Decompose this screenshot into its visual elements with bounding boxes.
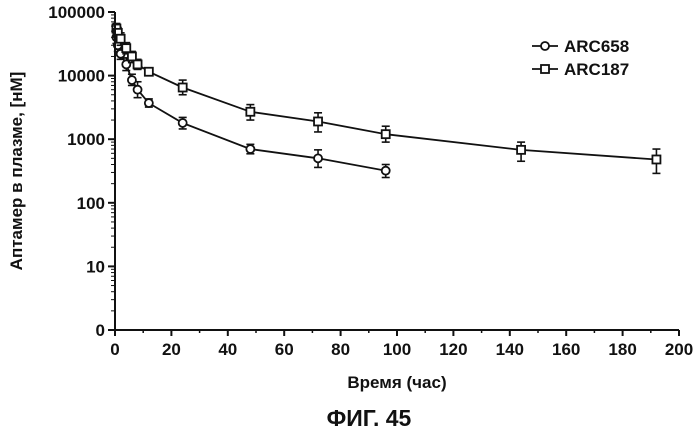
data-point-circle: [128, 76, 136, 84]
data-point-square: [179, 83, 187, 91]
data-point-square: [517, 146, 525, 154]
x-tick-label: 60: [275, 340, 294, 359]
data-point-circle: [314, 154, 322, 162]
data-point-square: [652, 155, 660, 163]
data-point-circle: [179, 119, 187, 127]
x-tick-label: 120: [439, 340, 467, 359]
figure-caption: ФИГ. 45: [327, 405, 412, 431]
x-axis-title: Время (час): [347, 373, 446, 392]
data-point-circle: [246, 145, 254, 153]
y-tick-label: 10: [86, 257, 105, 276]
y-tick-label: 0: [96, 321, 105, 340]
x-tick-label: 0: [110, 340, 119, 359]
legend-marker-circle: [541, 42, 549, 50]
y-tick-label: 10000: [58, 67, 105, 86]
data-point-square: [134, 60, 142, 68]
y-axis-title: Аптамер в плазме, [нМ]: [7, 72, 26, 271]
data-point-circle: [382, 167, 390, 175]
axes: 0 20 40 60 80 100 120 140 160 180 200 0 10 100 1000 100…: [48, 3, 693, 359]
data-point-square: [117, 35, 125, 43]
x-tick-label: 80: [331, 340, 350, 359]
x-tick-label: 160: [552, 340, 580, 359]
legend-marker-square: [541, 65, 549, 73]
data-point-square: [382, 130, 390, 138]
data-point-circle: [145, 99, 153, 107]
x-tick-label: 40: [218, 340, 237, 359]
legend-entry-ARC187: ARC187: [532, 60, 629, 79]
legend-label: ARC187: [564, 60, 629, 79]
data-point-square: [314, 117, 322, 125]
x-tick-label: 20: [162, 340, 181, 359]
legend-label: ARC658: [564, 37, 629, 56]
data-point-square: [246, 108, 254, 116]
legend-entry-ARC658: ARC658: [532, 37, 629, 56]
legend: ARC658 ARC187: [532, 37, 629, 79]
data-point-square: [122, 44, 130, 52]
data-point-square: [145, 68, 153, 76]
data-point-square: [128, 52, 136, 60]
y-tick-label: 1000: [67, 130, 105, 149]
y-tick-label: 100: [77, 194, 105, 213]
x-tick-label: 200: [665, 340, 693, 359]
y-tick-label: 100000: [48, 3, 105, 22]
data-point-circle: [134, 86, 142, 94]
x-tick-label: 180: [608, 340, 636, 359]
x-tick-label: 100: [383, 340, 411, 359]
data-point-circle: [122, 60, 130, 68]
x-tick-label: 140: [496, 340, 524, 359]
